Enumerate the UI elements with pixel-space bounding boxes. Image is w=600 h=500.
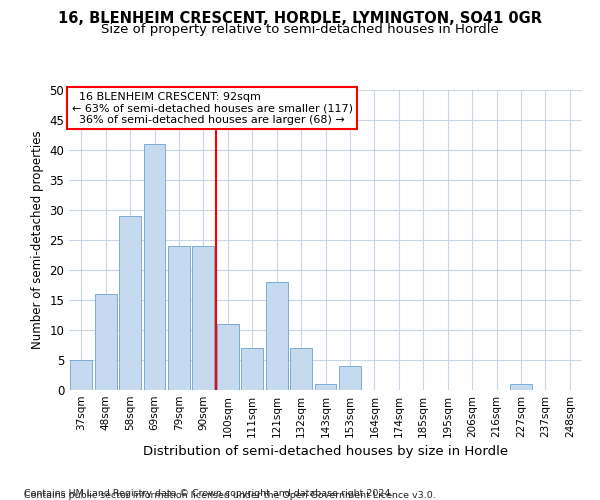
- Bar: [95, 294, 116, 390]
- Bar: [70, 360, 92, 390]
- Text: 16 BLENHEIM CRESCENT: 92sqm  
← 63% of semi-detached houses are smaller (117)
  : 16 BLENHEIM CRESCENT: 92sqm ← 63% of sem…: [71, 92, 353, 124]
- Text: 16, BLENHEIM CRESCENT, HORDLE, LYMINGTON, SO41 0GR: 16, BLENHEIM CRESCENT, HORDLE, LYMINGTON…: [58, 11, 542, 26]
- Bar: [339, 366, 361, 390]
- Bar: [193, 246, 214, 390]
- Bar: [510, 384, 532, 390]
- Bar: [266, 282, 287, 390]
- X-axis label: Distribution of semi-detached houses by size in Hordle: Distribution of semi-detached houses by …: [143, 446, 508, 458]
- Bar: [290, 348, 312, 390]
- Y-axis label: Number of semi-detached properties: Number of semi-detached properties: [31, 130, 44, 350]
- Bar: [143, 144, 166, 390]
- Bar: [314, 384, 337, 390]
- Bar: [119, 216, 141, 390]
- Bar: [241, 348, 263, 390]
- Text: Contains public sector information licensed under the Open Government Licence v3: Contains public sector information licen…: [24, 491, 436, 500]
- Text: Size of property relative to semi-detached houses in Hordle: Size of property relative to semi-detach…: [101, 22, 499, 36]
- Text: Contains HM Land Registry data © Crown copyright and database right 2024.: Contains HM Land Registry data © Crown c…: [24, 488, 394, 498]
- Bar: [168, 246, 190, 390]
- Bar: [217, 324, 239, 390]
